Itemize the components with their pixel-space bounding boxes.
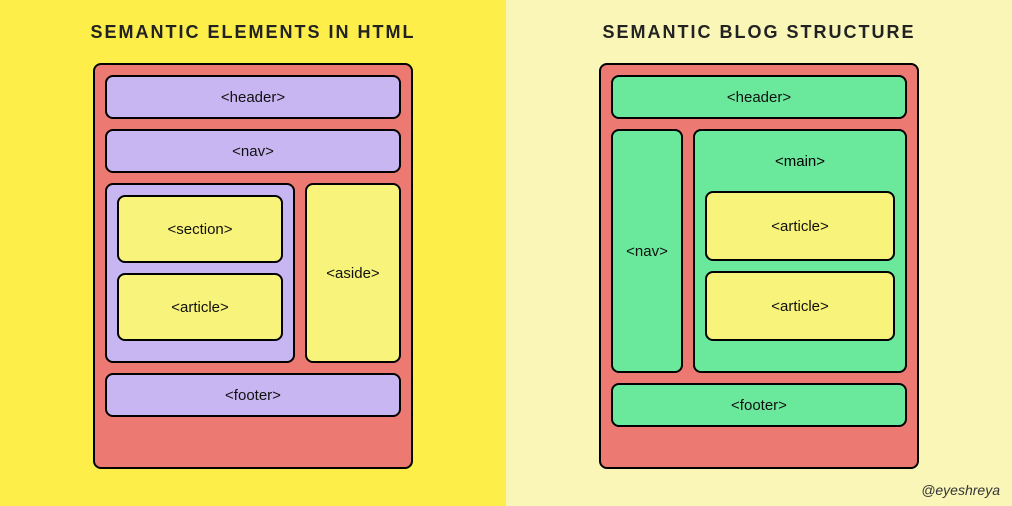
right-main-wrap: <main> <article> <article> [693, 129, 907, 373]
right-panel: <header> <nav> <main> <article> <article… [599, 63, 919, 469]
left-title: SEMANTIC ELEMENTS IN HTML [91, 22, 416, 43]
left-header-block: <header> [105, 75, 401, 119]
right-middle-row: <nav> <main> <article> <article> [611, 129, 907, 373]
left-aside-block: <aside> [305, 183, 401, 363]
right-footer-block: <footer> [611, 383, 907, 427]
right-title: SEMANTIC BLOG STRUCTURE [603, 22, 916, 43]
left-footer-block: <footer> [105, 373, 401, 417]
right-article2-block: <article> [705, 271, 895, 341]
right-header-block: <header> [611, 75, 907, 119]
left-section-block: <section> [117, 195, 283, 263]
right-main-label: <main> [705, 141, 895, 181]
credit: @eyeshreya [921, 482, 1000, 498]
right-half: SEMANTIC BLOG STRUCTURE <header> <nav> <… [506, 0, 1012, 506]
left-nav-block: <nav> [105, 129, 401, 173]
right-nav-block: <nav> [611, 129, 683, 373]
left-middle-row: <section> <article> <aside> [105, 183, 401, 363]
left-half: SEMANTIC ELEMENTS IN HTML <header> <nav>… [0, 0, 506, 506]
left-article-block: <article> [117, 273, 283, 341]
left-section-wrap: <section> <article> [105, 183, 295, 363]
right-article1-block: <article> [705, 191, 895, 261]
left-panel: <header> <nav> <section> <article> <asid… [93, 63, 413, 469]
